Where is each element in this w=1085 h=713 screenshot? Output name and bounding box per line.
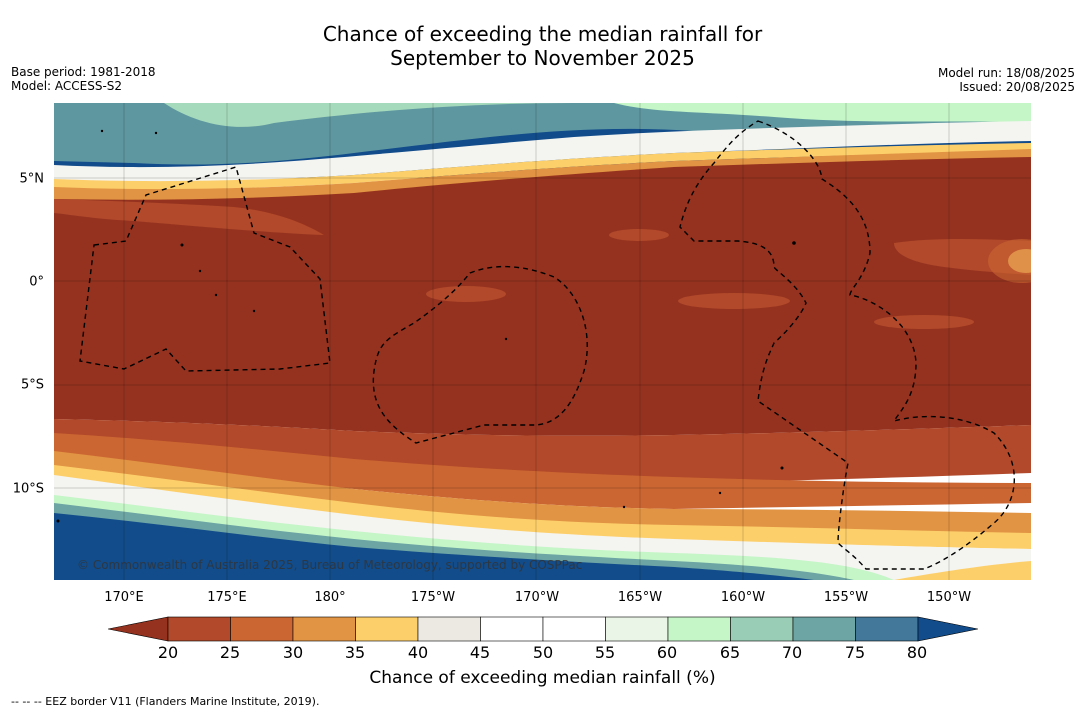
legend-swatches (108, 616, 978, 642)
lon-label: 165°W (617, 590, 663, 605)
rainfall-map (54, 103, 1031, 580)
patch-center-1 (426, 286, 506, 302)
lon-label: 155°W (823, 590, 869, 605)
model-name: Model: ACCESS-S2 (11, 79, 123, 93)
lat-label: 10°S (12, 481, 44, 497)
eez-footnote: -- -- -- EEZ border V11 (Flanders Marine… (11, 695, 320, 708)
legend-extend-high (917, 616, 978, 642)
lat-label: 5°N (19, 171, 45, 187)
lon-label: 160°W (720, 590, 766, 605)
legend-swatch (230, 616, 294, 642)
legend-tick: 45 (469, 643, 491, 662)
band-central-lighter-1 (54, 199, 324, 235)
legend-swatch (480, 616, 544, 642)
legend-tick: 70 (781, 643, 803, 662)
legend-extend-low (108, 616, 169, 642)
legend-swatch (605, 616, 669, 642)
legend-title: Chance of exceeding median rainfall (%) (369, 668, 716, 688)
lat-label: 0° (29, 274, 44, 290)
patch-center-4 (874, 315, 974, 329)
legend-swatch (792, 616, 856, 642)
title-line-2: September to November 2025 (390, 46, 695, 70)
band-south-lighter (54, 419, 1031, 483)
legend-swatch (855, 616, 919, 642)
legend-tick: 75 (844, 643, 866, 662)
band-south-yellow (54, 465, 1031, 549)
meta-left: Base period: 1981-2018 Model: ACCESS-S2 (11, 65, 156, 93)
legend-tick: 60 (656, 643, 678, 662)
legend-tick: 25 (219, 643, 241, 662)
patch-east-orange (988, 239, 1031, 283)
lon-label: 150°W (926, 590, 972, 605)
map-gridlines (54, 103, 1031, 580)
lon-label: 175°W (410, 590, 456, 605)
model-run: Model run: 18/08/2025 (937, 66, 1075, 80)
lon-label: 170°E (104, 590, 144, 605)
legend-tick: 30 (282, 643, 304, 662)
lon-label: 175°E (207, 590, 247, 605)
base-period: Base period: 1981-2018 (11, 65, 156, 79)
legend-tick: 50 (532, 643, 554, 662)
band-south-orange2 (54, 451, 1031, 533)
band-north-green2 (614, 103, 1031, 123)
meta-right: Model run: 18/08/2025 Issued: 20/08/2025 (938, 66, 1075, 94)
map-copyright: © Commonwealth of Australia 2025, Bureau… (77, 558, 583, 572)
legend-tick: 55 (594, 643, 616, 662)
band-north-light (54, 103, 574, 127)
legend-tick: 65 (719, 643, 741, 662)
lon-label: 170°W (514, 590, 560, 605)
lon-label: 180° (314, 590, 346, 605)
band-south-yellow-east (894, 561, 1031, 580)
legend-colorbar (108, 616, 978, 642)
legend-swatch (292, 616, 356, 642)
legend-swatch (167, 616, 231, 642)
band-north-orange (54, 149, 1031, 202)
band-south-blue (54, 513, 814, 580)
patch-center-3 (609, 229, 669, 241)
band-north-yellow (54, 143, 1031, 190)
issued-date: Issued: 20/08/2025 (959, 80, 1075, 94)
legend-swatch (730, 616, 794, 642)
eez-borders (79, 120, 1015, 570)
band-north-white (54, 121, 1031, 182)
legend-swatch (667, 616, 731, 642)
legend-swatch (355, 616, 419, 642)
legend-tick: 20 (157, 643, 179, 662)
title-line-1: Chance of exceeding the median rainfall … (322, 22, 763, 46)
legend-tick: 40 (407, 643, 429, 662)
patch-center-2 (678, 293, 790, 309)
band-south-orange (54, 433, 1031, 509)
legend-tick: 80 (906, 643, 928, 662)
page-title: Chance of exceeding the median rainfall … (0, 22, 1085, 70)
legend-tick: 35 (344, 643, 366, 662)
island-dots (56, 129, 796, 523)
lat-label: 5°S (20, 377, 44, 393)
legend-swatch (542, 616, 606, 642)
legend-swatch (417, 616, 481, 642)
